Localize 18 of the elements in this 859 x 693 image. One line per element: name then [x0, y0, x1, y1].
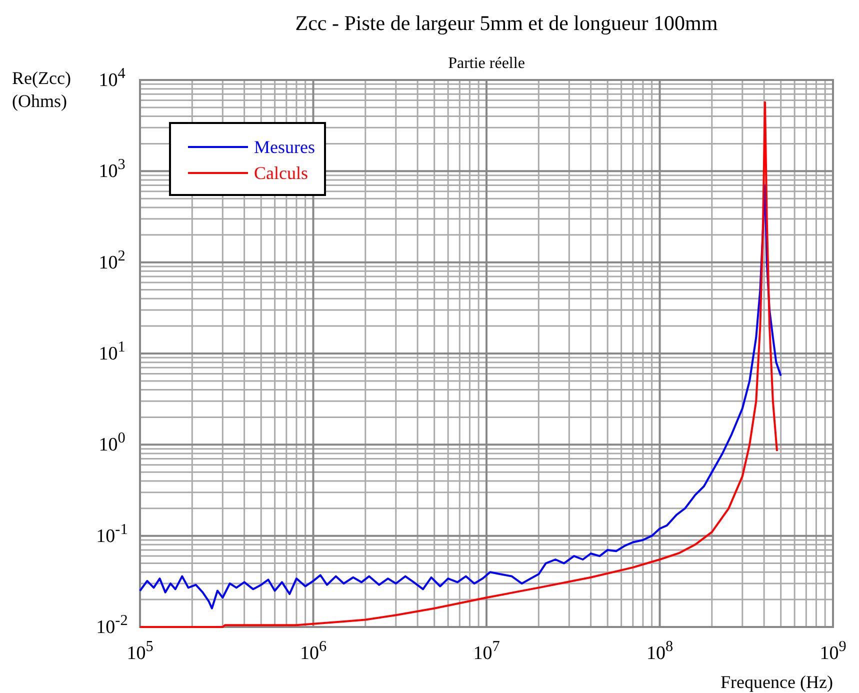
y-tick-label: 10$^{0}$: [98, 429, 126, 456]
x-tick-label: 10$^{9}$: [820, 638, 846, 664]
chart-subtitle: Partie réelle: [448, 55, 525, 72]
y-tick-label: 10$^{-1}$: [96, 520, 128, 547]
x-tick-label: 10$^{6}$: [300, 638, 327, 664]
y-tick-label: 10$^{1}$: [98, 338, 126, 364]
legend-label: Mesures: [254, 137, 315, 157]
x-tick-label: 10$^{7}$: [473, 638, 500, 664]
x-tick-label: 10$^{5}$: [126, 638, 154, 664]
x-tick-label: 10$^{8}$: [646, 638, 674, 664]
y-tick-label: 10$^{4}$: [98, 64, 126, 91]
y-tick-label: 10$^{2}$: [98, 246, 126, 274]
legend-label: Calculs: [254, 163, 308, 183]
x-axis-title: Frequence (Hz): [720, 672, 833, 692]
y-tick-label: 10$^{3}$: [98, 156, 126, 182]
chart-title: Zcc - Piste de largeur 5mm et de longueur 100mm: [295, 11, 718, 35]
y-axis-title: Re(Zcc) (Ohms): [12, 68, 71, 111]
y-tick-label: 10$^{-2}$: [96, 612, 128, 638]
